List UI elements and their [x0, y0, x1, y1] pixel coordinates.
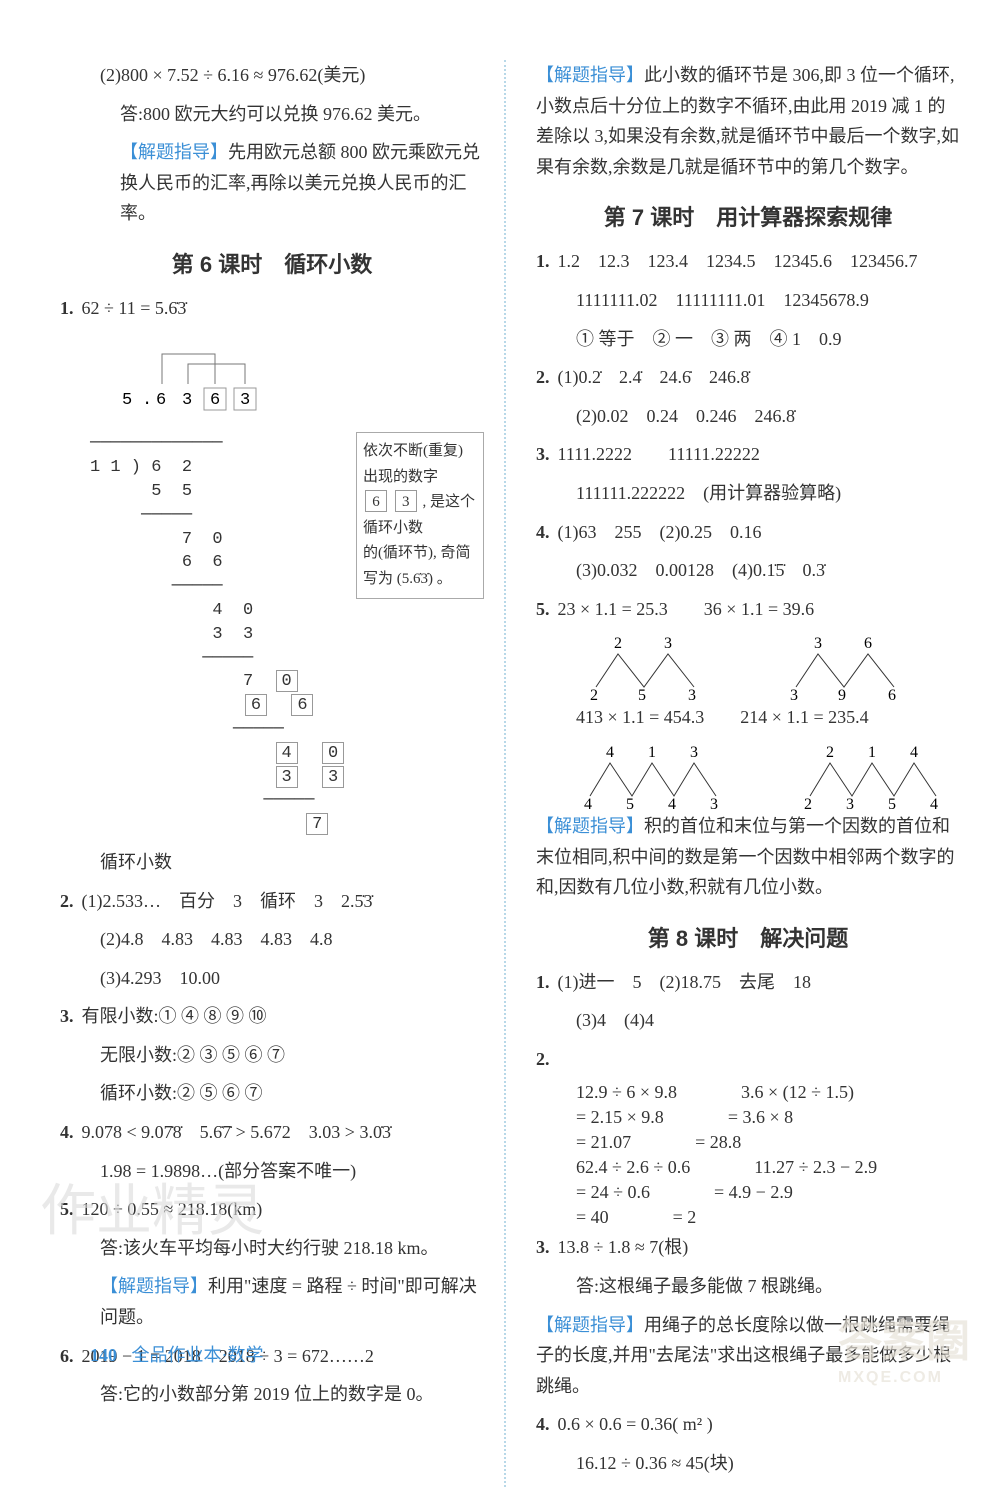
text: 答:它的小数部分第 2019 位上的数字是 0。 [60, 1379, 484, 1410]
svg-text:4: 4 [606, 744, 614, 761]
hint: 【解题指导】积的首位和末位与第一个因数的首位和末位相同,积中间的数是第一个因数中… [536, 811, 960, 903]
long-division: 5 . 6 3 6 3 ───────────── 1 1 ) 6 2 5 5 … [90, 334, 484, 837]
hint-label: 【解题指导】 [536, 816, 644, 836]
left-column: (2)800 × 7.52 ÷ 6.16 ≈ 976.62(美元) 答:800 … [60, 60, 506, 1487]
hint-label: 【解题指导】 [536, 1315, 644, 1335]
text: (3)4.293 10.00 [60, 963, 484, 994]
q5: 5.120 ÷ 0.55 ≈ 218.18(km) [60, 1194, 484, 1225]
text: (2)0.02 0.24 0.246 246.8̇ [536, 401, 960, 432]
svg-text:3: 3 [182, 391, 192, 410]
svg-text:1: 1 [648, 744, 656, 761]
q4: 4.0.6 × 0.6 = 0.36( m² ) [536, 1409, 960, 1440]
zigzag-diagram: 2 1 4 2 3 5 4 [796, 741, 976, 811]
q1: 1.62 ÷ 11 = 5.6̇3̇ [60, 293, 484, 324]
section-8-title: 第 8 课时 解决问题 [536, 921, 960, 953]
zigzag-diagram: 2 3 2 5 3 [576, 632, 716, 702]
text: 1111111.02 11111111.01 12345678.9 [536, 285, 960, 316]
svg-text:3: 3 [690, 744, 698, 761]
q3: 3.有限小数:① ④ ⑧ ⑨ ⑩ [60, 1001, 484, 1032]
q1: 1.1.2 12.3 123.4 1234.5 12345.6 123456.7 [536, 246, 960, 277]
svg-text:6: 6 [156, 391, 166, 410]
svg-text:5: 5 [122, 391, 132, 410]
text: (3)4 (4)4 [536, 1005, 960, 1036]
q3: 3.13.8 ÷ 1.8 ≈ 7(根) [536, 1232, 960, 1263]
svg-text:3: 3 [814, 635, 822, 652]
zigzag-diagram: 4 1 3 4 5 4 3 [576, 741, 756, 811]
footer-label: 全品作业本·数学 [132, 1345, 264, 1365]
right-column: 【解题指导】此小数的循环节是 306,即 3 位一个循环,小数点后十分位上的数字… [536, 60, 960, 1487]
text: 答:该火车平均每小时大约行驶 218.18 km。 [60, 1233, 484, 1264]
q3: 3.1111.2222 11111.22222 [536, 439, 960, 470]
text: 答:这根绳子最多能做 7 根跳绳。 [536, 1271, 960, 1302]
hint-label: 【解题指导】 [100, 1276, 208, 1296]
hint: 【解题指导】利用"速度 = 路程 ÷ 时间"即可解决问题。 [60, 1271, 484, 1332]
text: (2)800 × 7.52 ÷ 6.16 ≈ 976.62(美元) [60, 60, 484, 91]
hint: 【解题指导】此小数的循环节是 306,即 3 位一个循环,小数点后十分位上的数字… [536, 60, 960, 182]
q5: 5.23 × 1.1 = 25.3 36 × 1.1 = 39.6 [536, 594, 960, 625]
section-6-title: 第 6 课时 循环小数 [60, 247, 484, 279]
zigzag-diagram: 3 6 3 9 6 [776, 632, 916, 702]
text: 无限小数:② ③ ⑤ ⑥ ⑦ [60, 1040, 484, 1071]
q2: 2.(1)0.2̇ 2.4̇ 24.6̇ 246.8̇ [536, 362, 960, 393]
quotient-arcs: 5 . 6 3 6 3 [90, 334, 490, 424]
text: (3)0.032 0.00128 (4)0.1̇5̇ 0.3̇ [536, 555, 960, 586]
svg-text:6: 6 [888, 687, 896, 704]
page-footer: 140 全品作业本·数学 [90, 1341, 264, 1367]
hint-label: 【解题指导】 [536, 65, 644, 85]
text: 循环小数:② ⑤ ⑥ ⑦ [60, 1078, 484, 1109]
text: 16.12 ÷ 0.36 ≈ 45(块) [536, 1448, 960, 1479]
svg-text:6: 6 [210, 391, 220, 410]
svg-text:4: 4 [910, 744, 918, 761]
hint: 【解题指导】先用欧元总额 800 欧元乘欧元兑换人民币的汇率,再除以美元兑换人民… [60, 137, 484, 229]
q2: 2.(1)2.533… 百分 3 循环 3 2.5̇3̇ [60, 886, 484, 917]
svg-text:1: 1 [868, 744, 876, 761]
svg-text:.: . [142, 391, 152, 410]
text: 413 × 1.1 = 454.3 214 × 1.1 = 235.4 [536, 702, 960, 733]
svg-text:2: 2 [614, 635, 622, 652]
section-7-title: 第 7 课时 用计算器探索规律 [536, 200, 960, 232]
svg-text:3: 3 [664, 635, 672, 652]
text: 1.98 = 1.9898…(部分答案不唯一) [60, 1156, 484, 1187]
q1: 1.(1)进一 5 (2)18.75 去尾 18 [536, 967, 960, 998]
text: ① 等于 ② 一 ③ 两 ④ 1 0.9 [536, 324, 960, 355]
page-number: 140 [90, 1345, 117, 1365]
svg-text:2: 2 [826, 744, 834, 761]
svg-text:6: 6 [864, 635, 872, 652]
hint-label: 【解题指导】 [120, 142, 228, 162]
q4: 4.9.078 < 9.07̇8̇ 5.6̇7̇ > 5.672 3.03 > … [60, 1117, 484, 1148]
svg-text:3: 3 [240, 391, 250, 410]
division-body: ───────────── 1 1 ) 6 2 5 5 ───── 7 0 6 … [90, 432, 346, 837]
text: 循环小数 [60, 847, 484, 878]
text: 111111.222222 (用计算器验算略) [536, 478, 960, 509]
q2: 2. [536, 1044, 960, 1075]
hint: 【解题指导】用绳子的总长度除以做一根跳绳需要绳子的长度,并用"去尾法"求出这根绳… [536, 1310, 960, 1402]
q4: 4.(1)63 255 (2)0.25 0.16 [536, 517, 960, 548]
text: (2)4.8 4.83 4.83 4.83 4.8 [60, 924, 484, 955]
text: 答:800 欧元大约可以兑换 976.62 美元。 [60, 99, 484, 130]
note-box: 依次不断(重复)出现的数字 6 3 , 是这个循环小数 的(循环节), 奇简写为… [356, 432, 484, 599]
